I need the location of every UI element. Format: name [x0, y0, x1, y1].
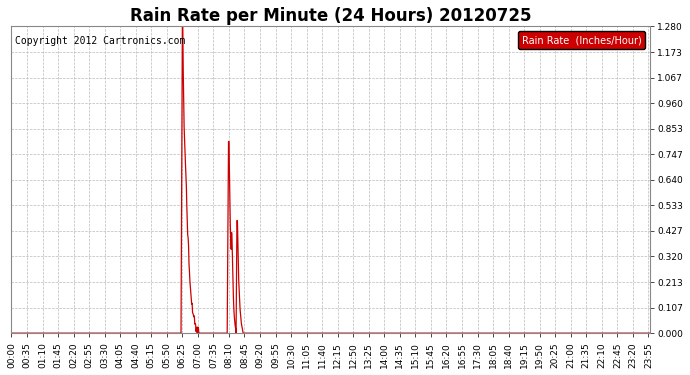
Legend: Rain Rate  (Inches/Hour): Rain Rate (Inches/Hour) — [518, 32, 645, 49]
Title: Rain Rate per Minute (24 Hours) 20120725: Rain Rate per Minute (24 Hours) 20120725 — [130, 7, 531, 25]
Text: Copyright 2012 Cartronics.com: Copyright 2012 Cartronics.com — [14, 36, 185, 46]
